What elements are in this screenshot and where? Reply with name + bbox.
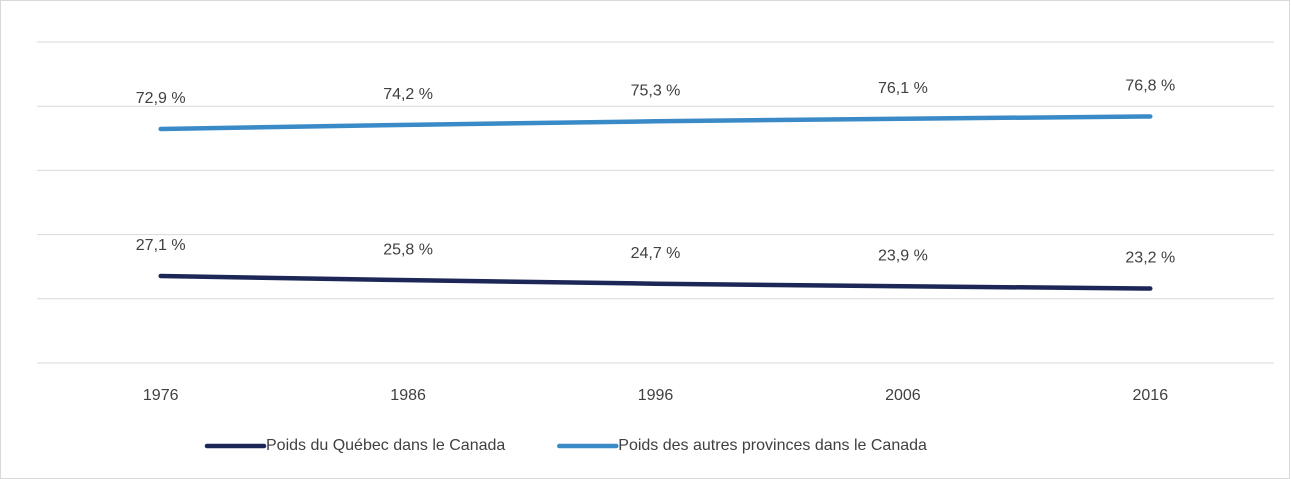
legend-label: Poids des autres provinces dans le Canad…: [618, 437, 927, 454]
series-line: [158, 273, 1153, 291]
data-label: 27,1 %: [136, 237, 186, 254]
x-tick-label: 1986: [390, 387, 426, 404]
data-label: 23,2 %: [1125, 250, 1175, 267]
data-label: 25,8 %: [383, 241, 433, 258]
data-label: 75,3 %: [631, 83, 681, 100]
x-tick-label: 2006: [885, 387, 921, 404]
x-tick-label: 2016: [1133, 387, 1169, 404]
x-tick-label: 1996: [638, 387, 674, 404]
data-label: 74,2 %: [383, 86, 433, 103]
data-label: 24,7 %: [631, 245, 681, 262]
series-line: [158, 114, 1153, 132]
data-label: 76,8 %: [1125, 78, 1175, 95]
data-label: 72,9 %: [136, 90, 186, 107]
data-label: 23,9 %: [878, 247, 928, 264]
data-label: 76,1 %: [878, 80, 928, 97]
x-tick-label: 1976: [143, 387, 179, 404]
legend-label: Poids du Québec dans le Canada: [266, 437, 505, 454]
